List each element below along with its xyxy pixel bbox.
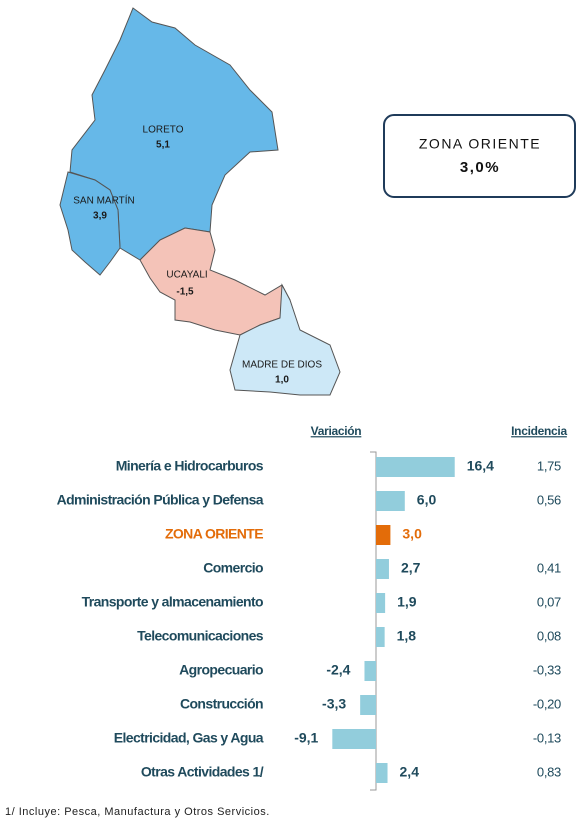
zone-value: 3,0% (460, 159, 500, 176)
region-name: LORETO (143, 125, 184, 136)
cat-label: Minería e Hidrocarburos (116, 458, 264, 474)
value-header: Variación (311, 424, 362, 438)
incidence-header: Incidencia (511, 424, 567, 438)
value-label: 2,7 (401, 560, 421, 576)
map (59, 7, 341, 396)
zero-axis (370, 451, 377, 791)
cat-label: Agropecuario (179, 662, 263, 678)
region-value: 3,9 (93, 211, 107, 222)
incidence-label: 1,75 (537, 458, 561, 473)
region-madre-de-dios (229, 283, 341, 396)
incidence-label: 0,07 (537, 594, 561, 609)
value-label: 16,4 (467, 458, 494, 474)
zone-title: ZONA ORIENTE (419, 136, 541, 152)
region-value: 1,0 (275, 375, 289, 386)
incidence-label: 0,56 (537, 492, 561, 507)
value-label: 3,0 (402, 526, 422, 542)
incidence-label: 0,83 (537, 764, 561, 779)
bar (376, 457, 455, 477)
value-label: 6,0 (417, 492, 437, 508)
region-name: UCAYALI (166, 270, 207, 281)
region-value: -1,5 (176, 287, 194, 298)
cat-label: Otras Actividades 1/ (141, 764, 264, 780)
bar (364, 661, 376, 681)
bar (376, 491, 405, 511)
incidence-label: 0,41 (537, 560, 561, 575)
region-san-martin (59, 171, 121, 276)
incidence-label: 0,08 (537, 628, 561, 643)
cat-label: Electricidad, Gas y Agua (114, 730, 264, 746)
region-name: MADRE DE DIOS (242, 360, 322, 371)
value-label: 2,4 (400, 764, 420, 780)
cat-label: Administración Pública y Defensa (57, 492, 264, 508)
footnote: 1/ Incluye: Pesca, Manufactura y Otros S… (5, 806, 270, 818)
bar (376, 525, 391, 545)
bar (376, 559, 389, 579)
region-value: 5,1 (156, 140, 170, 151)
value-label: -2,4 (326, 662, 350, 678)
incidence-label: -0,20 (533, 696, 561, 711)
value-label: 1,8 (397, 628, 417, 644)
region-ucayali (139, 227, 291, 336)
value-label: -9,1 (294, 730, 318, 746)
zone-box (383, 114, 576, 198)
region-name: SAN MARTÍN (73, 194, 135, 207)
value-label: -3,3 (322, 696, 346, 712)
cat-label: Transporte y almacenamiento (82, 594, 263, 610)
bar (360, 695, 376, 715)
bar (332, 729, 376, 749)
incidence-label: -0,13 (533, 730, 561, 745)
bar (376, 593, 386, 613)
bar (376, 627, 385, 647)
incidence-label: -0,33 (533, 662, 561, 677)
cat-label: Construcción (180, 696, 263, 712)
cat-label: ZONA ORIENTE (165, 526, 263, 542)
cat-label: Comercio (203, 560, 263, 576)
bar (376, 763, 388, 783)
cat-label: Telecomunicaciones (137, 628, 264, 644)
value-label: 1,9 (397, 594, 417, 610)
